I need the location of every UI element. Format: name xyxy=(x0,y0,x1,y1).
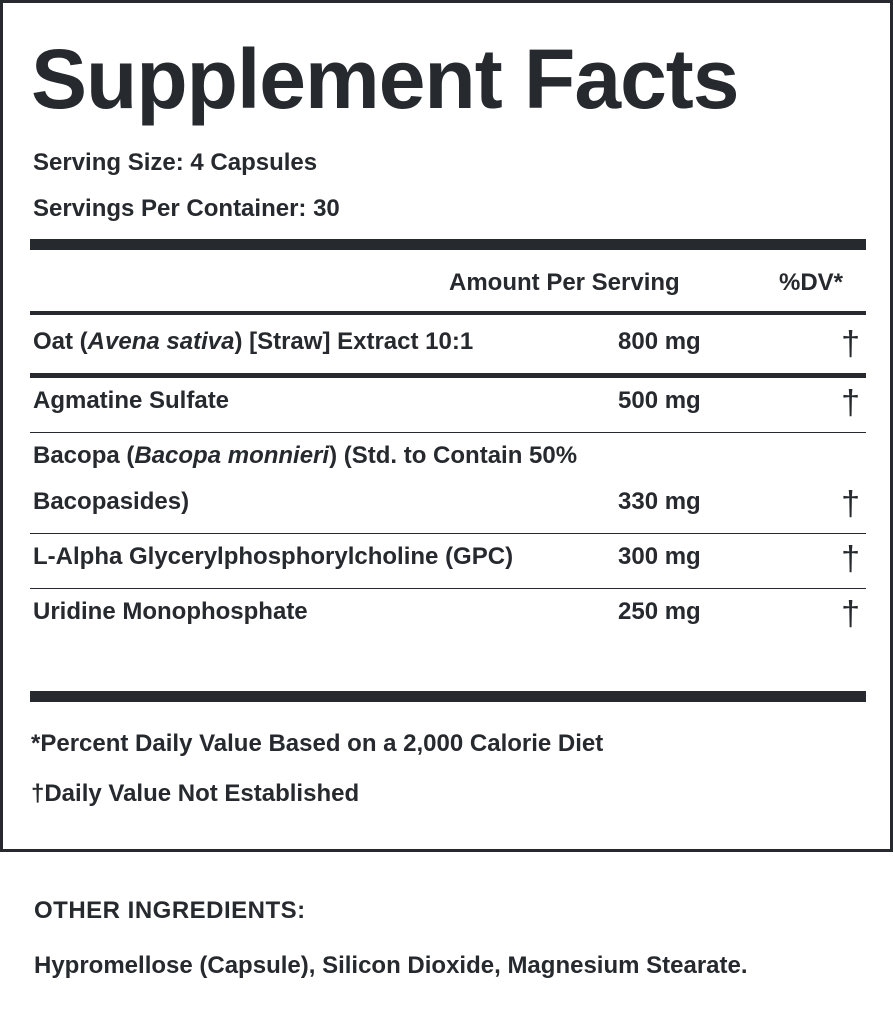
other-ingredients-heading: OTHER INGREDIENTS: xyxy=(34,897,306,924)
ingredient-row: L-Alpha Glycerylphosphorylcholine (GPC) 3… xyxy=(30,534,866,589)
name-part: Avena sativa xyxy=(87,328,235,355)
ingredient-name: Oat (Avena sativa) [Straw] Extract 10:1 xyxy=(33,319,593,365)
amount: 500 mg xyxy=(618,387,701,414)
facts-panel: Supplement Facts Serving Size: 4 Capsule… xyxy=(0,0,893,852)
panel-title: Supplement Facts xyxy=(31,32,739,126)
name-part: Bacopa monnieri xyxy=(134,442,330,469)
thick-rule xyxy=(30,691,866,702)
ingredient-name: Agmatine Sulfate xyxy=(33,378,593,424)
name-part: Agmatine Sulfate xyxy=(33,387,230,414)
ingredient-name: Bacopa (Bacopa monnieri) (Std. to Contai… xyxy=(33,433,593,525)
medium-rule xyxy=(30,311,866,315)
footnote: *Percent Daily Value Based on a 2,000 Ca… xyxy=(31,730,604,757)
serving-size: Serving Size: 4 Capsules xyxy=(33,149,318,176)
name-part: Bacopa ( xyxy=(33,442,135,469)
amount-header: Amount Per Serving xyxy=(449,269,680,296)
name-part: Uridine Monophosphate xyxy=(33,598,308,625)
name-part: L-Alpha Glycerylphosphorylcholine (GPC) xyxy=(33,543,514,570)
name-part: ) (Std. to Contain 50% Bacopasides) xyxy=(33,442,578,515)
ingredient-rows: Oat (Avena sativa) [Straw] Extract 10:1 8… xyxy=(30,319,866,643)
ingredient-name: Uridine Monophosphate xyxy=(33,589,593,635)
other-ingredients-text: Hypromellose (Capsule), Silicon Dioxide,… xyxy=(34,952,748,979)
ingredient-row: Bacopa (Bacopa monnieri) (Std. to Contai… xyxy=(30,433,866,534)
dv-header: %DV* xyxy=(779,269,844,296)
name-part: Oat ( xyxy=(33,328,88,355)
ingredient-row: Agmatine Sulfate 500 mg † xyxy=(30,378,866,433)
dv-mark: † xyxy=(841,325,860,363)
amount: 250 mg xyxy=(618,598,701,625)
servings-per-container: Servings Per Container: 30 xyxy=(33,195,340,222)
amount: 330 mg xyxy=(618,488,701,515)
dv-mark: † xyxy=(841,485,860,523)
name-part: ) [Straw] Extract 10:1 xyxy=(234,328,474,355)
ingredient-name: L-Alpha Glycerylphosphorylcholine (GPC) xyxy=(33,534,593,580)
dv-mark: † xyxy=(841,595,860,633)
dv-mark: † xyxy=(841,384,860,422)
ingredient-row: Oat (Avena sativa) [Straw] Extract 10:1 8… xyxy=(30,319,866,378)
amount: 800 mg xyxy=(618,328,701,355)
ingredient-row: Uridine Monophosphate 250 mg † xyxy=(30,589,866,643)
footnote: †Daily Value Not Established xyxy=(31,780,360,807)
dv-mark: † xyxy=(841,540,860,578)
thick-rule xyxy=(30,239,866,250)
amount: 300 mg xyxy=(618,543,701,570)
